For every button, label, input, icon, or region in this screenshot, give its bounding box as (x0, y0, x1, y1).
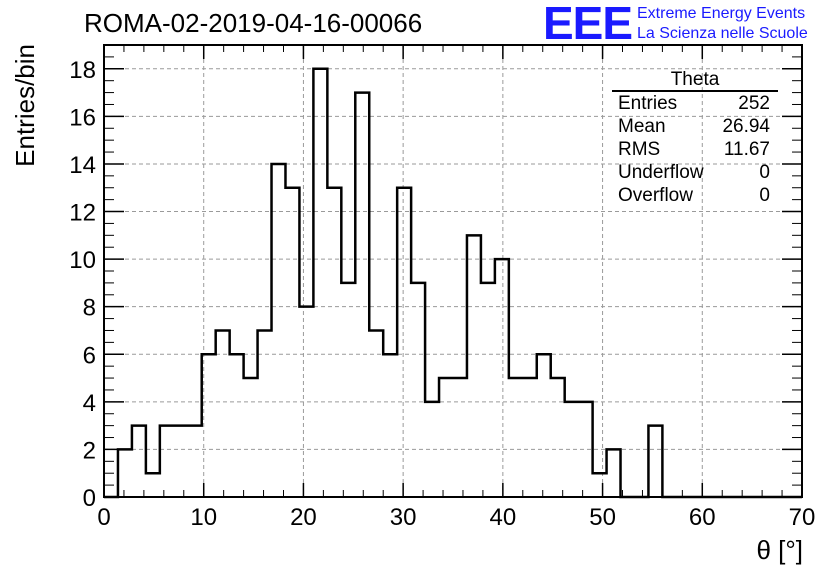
grid-lines (104, 45, 802, 497)
y-tick-label: 8 (83, 295, 96, 322)
stats-value: 252 (738, 93, 770, 114)
y-tick-label: 16 (69, 104, 96, 131)
stats-label: Overflow (618, 185, 693, 206)
stats-value: 26.94 (722, 116, 770, 137)
logo-caption-line2: La Scienza nelle Scuole (637, 25, 808, 42)
stats-row: RMS 11.67 (612, 138, 778, 161)
logo-caption-line1: Extreme Energy Events (637, 5, 806, 22)
run-title: ROMA-02-2019-04-16-00066 (84, 8, 423, 38)
statistics-box: Theta Entries 252 Mean 26.94 RMS 11.67 U… (612, 70, 778, 207)
y-tick-label: 2 (83, 437, 96, 464)
x-axis-label: θ [°] (756, 535, 803, 565)
y-tick-label: 18 (69, 57, 96, 84)
stats-value: 11.67 (723, 139, 770, 160)
y-tick-label: 0 (83, 485, 96, 512)
logo-caption: Extreme Energy Events La Scienza nelle S… (637, 4, 808, 44)
x-tick-label: 30 (390, 504, 417, 531)
stats-value: 0 (759, 185, 770, 206)
stats-histogram-name: Theta (612, 70, 778, 92)
eee-logo: EEE (543, 0, 633, 49)
y-tick-label: 12 (69, 200, 96, 227)
y-tick-label: 10 (69, 247, 96, 274)
x-tick-label: 50 (589, 504, 616, 531)
stats-row: Underflow 0 (612, 161, 778, 184)
y-axis-label: Entries/bin (10, 44, 40, 167)
x-tick-label: 40 (490, 504, 517, 531)
stats-row: Entries 252 (612, 92, 778, 115)
x-tick-label: 60 (689, 504, 716, 531)
stats-label: RMS (618, 139, 661, 160)
y-tick-label: 14 (69, 152, 96, 179)
y-tick-label: 6 (83, 342, 96, 369)
stats-label: Mean (618, 116, 666, 137)
x-tick-label: 10 (190, 504, 217, 531)
x-tick-label: 70 (789, 504, 816, 531)
stats-row: Mean 26.94 (612, 115, 778, 138)
x-tick-label: 0 (97, 504, 110, 531)
stats-label: Entries (618, 93, 678, 114)
y-axis-ticks: 0 2 4 6 8 10 12 14 16 18 (69, 56, 802, 512)
stats-label: Underflow (618, 162, 704, 183)
y-tick-label: 4 (83, 390, 96, 417)
x-tick-label: 20 (290, 504, 317, 531)
stats-row: Overflow 0 (612, 184, 778, 207)
stats-value: 0 (759, 162, 770, 183)
x-axis-ticks: 0 10 20 30 40 50 60 70 (97, 45, 815, 531)
